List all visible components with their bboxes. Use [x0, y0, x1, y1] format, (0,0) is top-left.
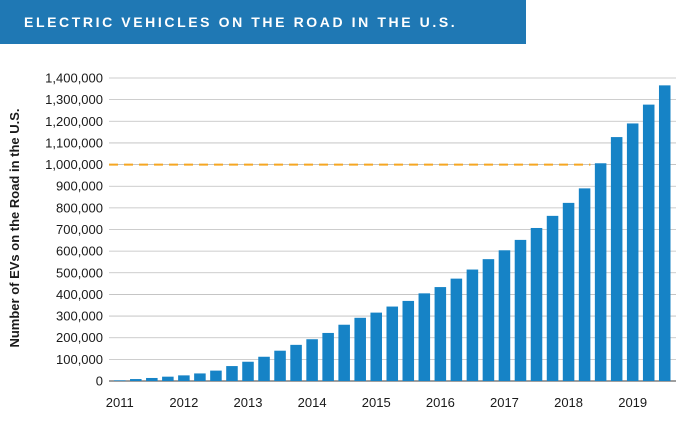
bar — [578, 188, 591, 381]
y-tick-label: 600,000 — [56, 244, 103, 259]
y-tick-label: 400,000 — [56, 287, 103, 302]
x-tick-label: 2012 — [169, 395, 198, 410]
bar — [114, 380, 126, 381]
bar — [530, 227, 543, 381]
x-tick-label: 2013 — [234, 395, 263, 410]
x-tick-label: 2016 — [426, 395, 455, 410]
y-tick-label: 1,000,000 — [45, 157, 103, 172]
bar — [482, 259, 495, 381]
bar — [354, 317, 366, 381]
y-tick-label: 1,200,000 — [45, 114, 103, 129]
bar — [306, 339, 318, 381]
bar — [178, 375, 190, 381]
x-tick-label: 2014 — [298, 395, 327, 410]
bar — [162, 376, 174, 381]
bar — [434, 287, 447, 381]
bar — [322, 332, 334, 381]
bar — [226, 366, 238, 381]
bar — [338, 324, 350, 381]
bar — [626, 123, 639, 381]
x-axis-ticks: 2011 2012 2013 2014 2015 2016 2017 2018 2019 — [106, 395, 647, 410]
bar — [466, 269, 479, 381]
bar — [274, 350, 286, 381]
chart-title: ELECTRIC VEHICLES ON THE ROAD IN THE U.S… — [24, 14, 458, 30]
bar — [610, 137, 623, 381]
bar — [258, 356, 270, 381]
bar — [402, 300, 415, 381]
bar — [658, 85, 671, 382]
y-tick-label: 500,000 — [56, 265, 103, 280]
x-tick-label: 2018 — [554, 395, 583, 410]
bar-series — [114, 85, 671, 382]
bar — [386, 306, 399, 381]
bar — [450, 278, 463, 381]
x-tick-label: 2017 — [490, 395, 519, 410]
bar — [418, 293, 431, 381]
x-tick-label: 2011 — [106, 395, 134, 410]
bar — [370, 312, 382, 381]
y-tick-label: 1,300,000 — [45, 92, 103, 107]
y-tick-label: 100,000 — [56, 352, 103, 367]
x-tick-label: 2015 — [362, 395, 391, 410]
bar — [642, 104, 655, 382]
bar — [242, 361, 254, 381]
bar — [546, 215, 559, 381]
y-tick-label: 0 — [96, 374, 103, 389]
y-tick-label: 300,000 — [56, 309, 103, 324]
y-tick-label: 700,000 — [56, 222, 103, 237]
y-axis-label: Number of EVs on the Road in the U.S. — [7, 108, 22, 347]
y-tick-label: 1,100,000 — [45, 135, 103, 150]
y-tick-label: 1,400,000 — [45, 71, 103, 86]
y-axis-ticks: 0 100,000 200,000 300,000 400,000 500,000 600,… — [45, 71, 103, 389]
title-banner: ELECTRIC VEHICLES ON THE ROAD IN THE U.S… — [0, 0, 526, 44]
bar — [194, 373, 206, 381]
bar — [146, 377, 158, 381]
bar — [562, 202, 575, 381]
x-tick-label: 2019 — [618, 395, 647, 410]
bar — [498, 250, 511, 381]
bar — [290, 344, 302, 381]
bar — [514, 239, 527, 381]
y-tick-label: 800,000 — [56, 200, 103, 215]
y-tick-label: 200,000 — [56, 330, 103, 345]
bar — [210, 370, 222, 381]
bar — [130, 379, 142, 381]
y-tick-label: 900,000 — [56, 179, 103, 194]
bar — [594, 163, 607, 381]
